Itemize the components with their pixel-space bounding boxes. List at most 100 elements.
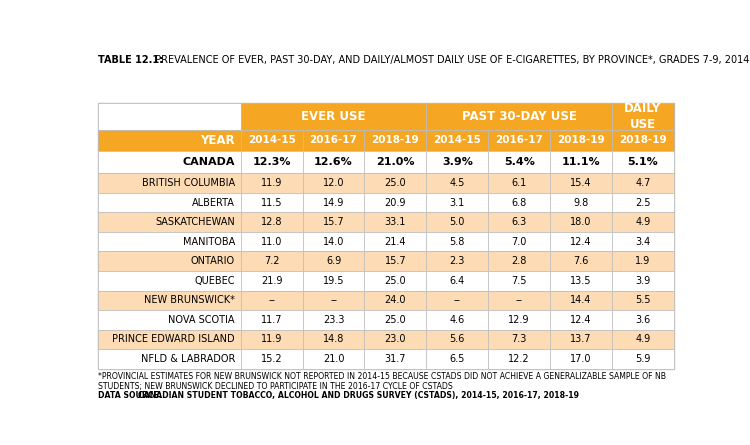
Text: 3.6: 3.6 [635,315,650,325]
Bar [426,310,488,330]
Text: 2014-15: 2014-15 [248,135,296,146]
Bar [241,291,302,310]
Bar [302,193,364,212]
Bar [98,130,241,151]
Bar [550,151,612,173]
Bar [364,310,426,330]
Bar [302,310,364,330]
Bar [364,130,426,151]
Text: 11.9: 11.9 [261,178,282,188]
Bar [302,271,364,291]
Text: 2014-15: 2014-15 [433,135,482,146]
Bar [241,310,302,330]
Text: 4.6: 4.6 [450,315,465,325]
Text: DATA SOURCE:: DATA SOURCE: [98,391,165,400]
Text: 11.7: 11.7 [261,315,283,325]
Text: 7.2: 7.2 [264,256,280,266]
Bar [426,173,488,193]
Text: 24.0: 24.0 [385,295,406,305]
Text: 7.5: 7.5 [512,276,527,286]
Bar [98,232,241,251]
Text: 4.5: 4.5 [449,178,465,188]
Bar [302,130,364,151]
Bar [364,271,426,291]
Text: PREVALENCE OF EVER, PAST 30-DAY, AND DAILY/ALMOST DAILY USE OF E-CIGARETTES, BY : PREVALENCE OF EVER, PAST 30-DAY, AND DAI… [152,55,750,65]
Text: 1.9: 1.9 [635,256,650,266]
Bar [364,232,426,251]
Bar [550,130,612,151]
Bar [364,251,426,271]
Bar [612,310,674,330]
Text: 15.7: 15.7 [385,256,406,266]
Text: 12.8: 12.8 [261,217,283,227]
Text: DAILY
USE: DAILY USE [624,102,662,131]
Bar [612,330,674,349]
Text: 15.7: 15.7 [322,217,344,227]
Bar [550,330,612,349]
Text: QUEBEC: QUEBEC [194,276,235,286]
Bar [98,251,241,271]
Bar [98,103,674,368]
Text: 15.2: 15.2 [261,354,283,364]
Bar [241,151,302,173]
Text: EVER USE: EVER USE [302,110,366,123]
Bar [98,271,241,291]
Bar [488,330,550,349]
Text: PAST 30-DAY USE: PAST 30-DAY USE [462,110,577,123]
Bar [488,271,550,291]
Bar [426,232,488,251]
Bar [426,130,488,151]
Text: MANITOBA: MANITOBA [183,237,235,247]
Bar [550,193,612,212]
Text: 2018-19: 2018-19 [371,135,419,146]
Text: 12.3%: 12.3% [253,157,291,167]
Text: 3.9%: 3.9% [442,157,472,167]
Bar [364,349,426,368]
Bar [241,330,302,349]
Text: 2018-19: 2018-19 [557,135,604,146]
Bar [302,330,364,349]
Text: NFLD & LABRADOR: NFLD & LABRADOR [140,354,235,364]
Bar [364,151,426,173]
Text: 3.9: 3.9 [635,276,650,286]
Bar [98,349,241,368]
Bar [488,232,550,251]
Text: CANADA: CANADA [182,157,235,167]
Bar [426,103,612,130]
Bar [302,232,364,251]
Text: 6.4: 6.4 [450,276,465,286]
Text: 12.4: 12.4 [570,315,592,325]
Text: 25.0: 25.0 [385,276,406,286]
Bar [302,349,364,368]
Text: 7.6: 7.6 [573,256,589,266]
Bar [612,291,674,310]
Bar [612,173,674,193]
Bar [426,349,488,368]
Bar [364,330,426,349]
Text: NOVA SCOTIA: NOVA SCOTIA [169,315,235,325]
Bar [426,151,488,173]
Text: 5.5: 5.5 [635,295,651,305]
Bar [241,271,302,291]
Text: 11.0: 11.0 [261,237,282,247]
Bar [488,193,550,212]
Bar [364,173,426,193]
Bar [241,173,302,193]
Bar [364,291,426,310]
Bar [488,291,550,310]
Text: 6.5: 6.5 [449,354,465,364]
Text: 3.4: 3.4 [635,237,650,247]
Text: SASKATCHEWAN: SASKATCHEWAN [155,217,235,227]
Bar [302,212,364,232]
Bar [426,251,488,271]
Bar [98,173,241,193]
Bar [302,173,364,193]
Bar [426,291,488,310]
Text: 2.3: 2.3 [449,256,465,266]
Text: 7.0: 7.0 [512,237,526,247]
Text: 6.9: 6.9 [326,256,341,266]
Text: 5.8: 5.8 [449,237,465,247]
Text: YEAR: YEAR [200,134,235,147]
Text: 23.3: 23.3 [322,315,344,325]
Text: 4.9: 4.9 [635,217,650,227]
